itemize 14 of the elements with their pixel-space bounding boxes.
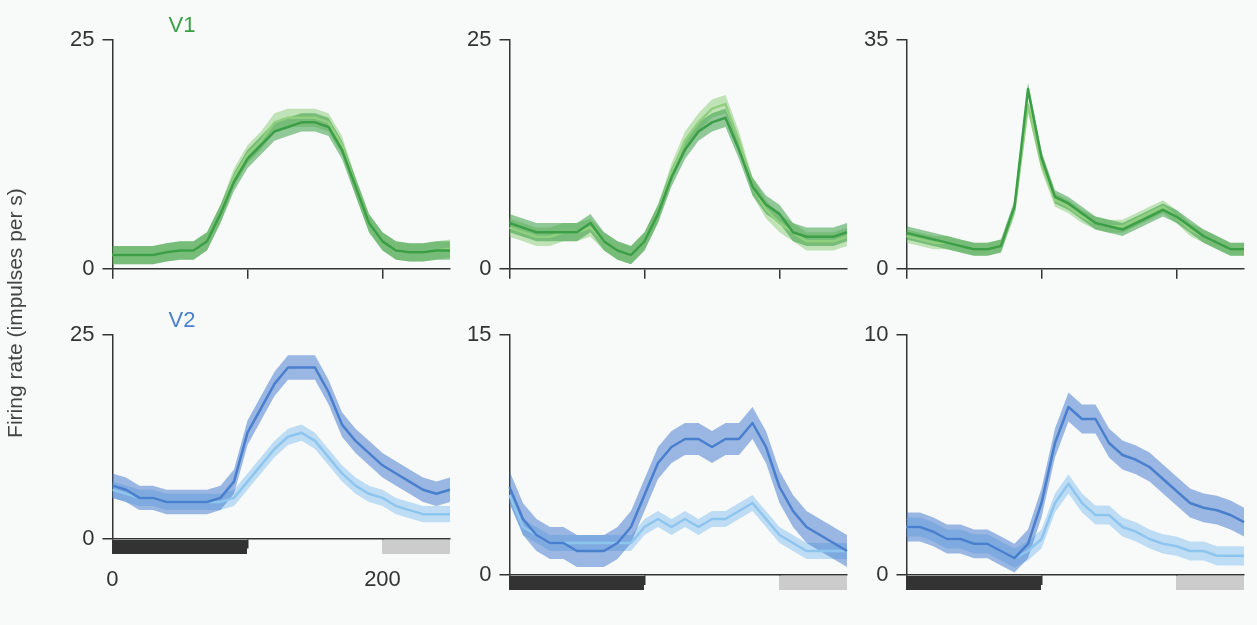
chart-title: V2 — [168, 307, 196, 332]
y-axis-title: Firing rate (impulses per s) — [2, 187, 27, 440]
y-tick-label: 25 — [69, 26, 95, 52]
y-tick-label: 0 — [82, 524, 95, 550]
y-tick-label: 10 — [863, 321, 889, 347]
y-tick-label: 35 — [863, 26, 889, 52]
y-tick-label: 15 — [466, 321, 492, 347]
y-tick-label: 0 — [82, 254, 95, 280]
chart-title: V1 — [168, 12, 196, 37]
y-tick-label: 0 — [876, 254, 889, 280]
y-tick-label: 25 — [69, 321, 95, 347]
y-tick-label: 25 — [466, 26, 492, 52]
x-tick-label: 200 — [364, 565, 401, 591]
y-tick-label: 0 — [479, 254, 492, 280]
